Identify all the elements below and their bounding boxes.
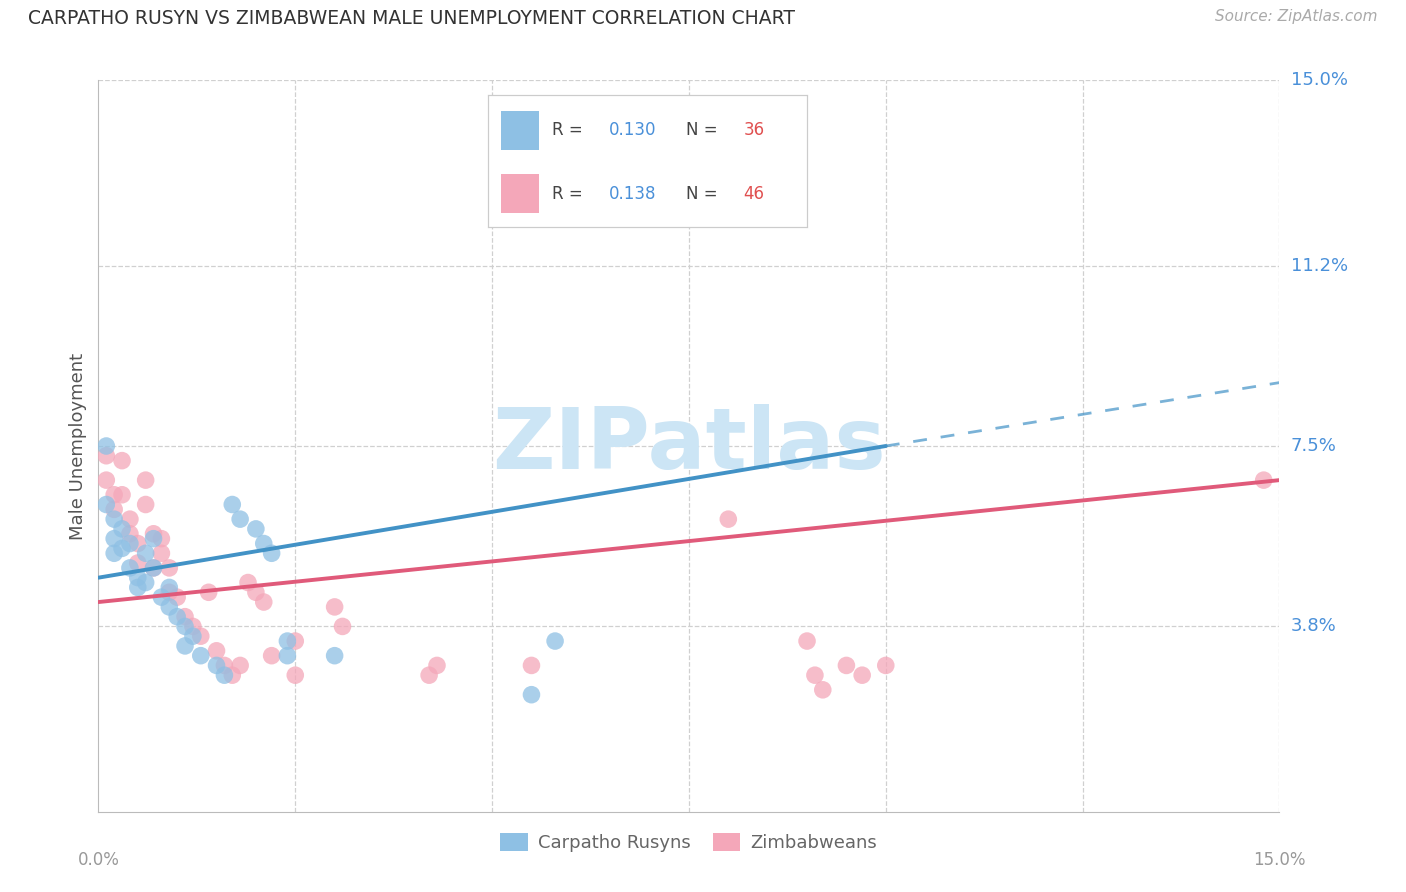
Point xyxy=(229,658,252,673)
Point xyxy=(190,648,212,663)
Point xyxy=(181,629,204,643)
Text: 0.0%: 0.0% xyxy=(77,851,120,869)
Point xyxy=(418,668,440,682)
Point xyxy=(717,512,740,526)
Point xyxy=(214,658,236,673)
Text: ZIPatlas: ZIPatlas xyxy=(492,404,886,488)
Text: 15.0%: 15.0% xyxy=(1253,851,1306,869)
Point xyxy=(96,498,118,512)
Point xyxy=(127,581,149,595)
Point xyxy=(157,599,180,614)
Point xyxy=(544,634,567,648)
Point xyxy=(135,546,157,560)
Point xyxy=(127,556,149,570)
Point xyxy=(135,498,157,512)
Point xyxy=(323,599,346,614)
Point xyxy=(157,561,180,575)
Point xyxy=(118,536,141,550)
Point xyxy=(229,512,252,526)
Point xyxy=(150,590,173,604)
Point xyxy=(245,522,267,536)
Point xyxy=(260,546,283,560)
Text: 7.5%: 7.5% xyxy=(1291,437,1337,455)
Point xyxy=(127,536,149,550)
Point xyxy=(150,532,173,546)
Point xyxy=(190,629,212,643)
Point xyxy=(174,609,197,624)
Point xyxy=(520,688,543,702)
Legend: Carpatho Rusyns, Zimbabweans: Carpatho Rusyns, Zimbabweans xyxy=(495,828,883,857)
Point xyxy=(284,634,307,648)
Point xyxy=(103,488,125,502)
Point xyxy=(221,668,243,682)
Point xyxy=(245,585,267,599)
Point xyxy=(166,609,188,624)
Point xyxy=(157,581,180,595)
Point xyxy=(111,453,134,467)
Point xyxy=(96,473,118,487)
Point xyxy=(103,532,125,546)
Point xyxy=(260,648,283,663)
Point xyxy=(96,449,118,463)
Point xyxy=(118,526,141,541)
Point xyxy=(96,439,118,453)
Point xyxy=(150,546,173,560)
Point xyxy=(276,648,298,663)
Point xyxy=(166,590,188,604)
Point xyxy=(181,619,204,633)
Point xyxy=(118,561,141,575)
Text: 15.0%: 15.0% xyxy=(1291,71,1347,89)
Point xyxy=(103,502,125,516)
Point xyxy=(111,488,134,502)
Point xyxy=(804,668,827,682)
Point xyxy=(253,536,276,550)
Point xyxy=(142,526,165,541)
Point xyxy=(197,585,219,599)
Point xyxy=(142,561,165,575)
Point xyxy=(135,575,157,590)
Point xyxy=(796,634,818,648)
Point xyxy=(135,473,157,487)
Point xyxy=(111,541,134,556)
Point xyxy=(323,648,346,663)
Point xyxy=(118,512,141,526)
Text: 11.2%: 11.2% xyxy=(1291,257,1348,275)
Point xyxy=(205,644,228,658)
Point xyxy=(205,658,228,673)
Point xyxy=(426,658,449,673)
Text: CARPATHO RUSYN VS ZIMBABWEAN MALE UNEMPLOYMENT CORRELATION CHART: CARPATHO RUSYN VS ZIMBABWEAN MALE UNEMPL… xyxy=(28,9,796,28)
Point xyxy=(127,571,149,585)
Point xyxy=(142,561,165,575)
Point xyxy=(174,639,197,653)
Point xyxy=(221,498,243,512)
Point xyxy=(111,522,134,536)
Point xyxy=(236,575,259,590)
Text: Source: ZipAtlas.com: Source: ZipAtlas.com xyxy=(1215,9,1378,24)
Point xyxy=(284,668,307,682)
Point xyxy=(520,658,543,673)
Point xyxy=(835,658,858,673)
Point xyxy=(103,546,125,560)
Point xyxy=(811,682,834,697)
Text: 3.8%: 3.8% xyxy=(1291,617,1336,635)
Y-axis label: Male Unemployment: Male Unemployment xyxy=(69,352,87,540)
Point xyxy=(276,634,298,648)
Point xyxy=(103,512,125,526)
Point xyxy=(253,595,276,609)
Point xyxy=(174,619,197,633)
Point xyxy=(332,619,354,633)
Point xyxy=(599,180,621,194)
Point xyxy=(851,668,873,682)
Point xyxy=(1253,473,1275,487)
Point xyxy=(214,668,236,682)
Point xyxy=(142,532,165,546)
Point xyxy=(875,658,897,673)
Point xyxy=(157,585,180,599)
